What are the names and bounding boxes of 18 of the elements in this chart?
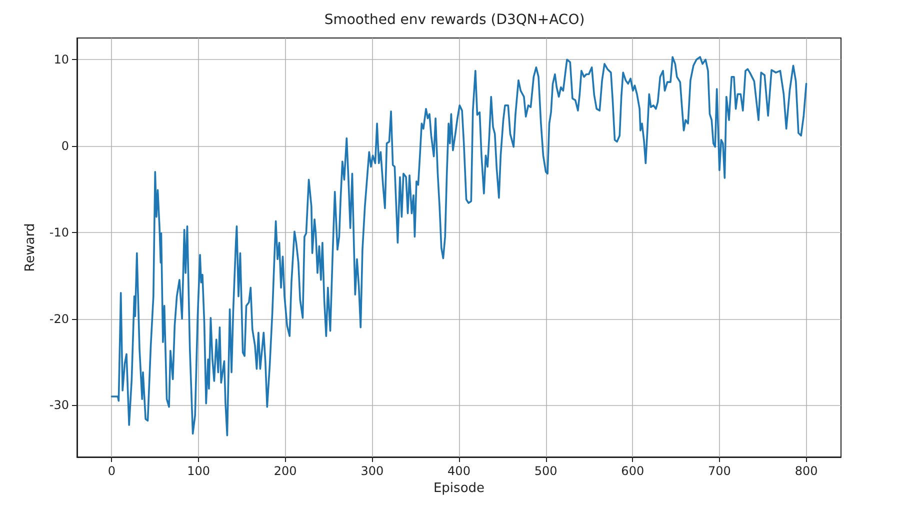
x-tick-label: 800	[794, 464, 818, 478]
x-axis-title: Episode	[433, 480, 485, 496]
x-tick-label: 0	[108, 464, 116, 478]
y-tick-label: 10	[54, 52, 69, 67]
chart-title: Smoothed env rewards (D3QN+ACO)	[324, 12, 585, 28]
y-tick-label: -10	[49, 225, 69, 240]
x-tick-label: 700	[708, 464, 731, 478]
x-tick-label: 300	[360, 464, 384, 478]
x-tick-label: 200	[274, 464, 297, 478]
x-tick-label: 600	[621, 464, 644, 478]
line-series	[110, 56, 808, 436]
x-tick-label: 400	[448, 464, 470, 478]
y-axis-title: Reward	[23, 223, 38, 272]
x-tick-label: 500	[534, 464, 558, 478]
y-tick-label: -20	[49, 312, 69, 326]
y-tick-label: 0	[61, 138, 69, 153]
x-tick-label: 100	[187, 464, 210, 478]
y-tick-label: -30	[49, 398, 69, 412]
